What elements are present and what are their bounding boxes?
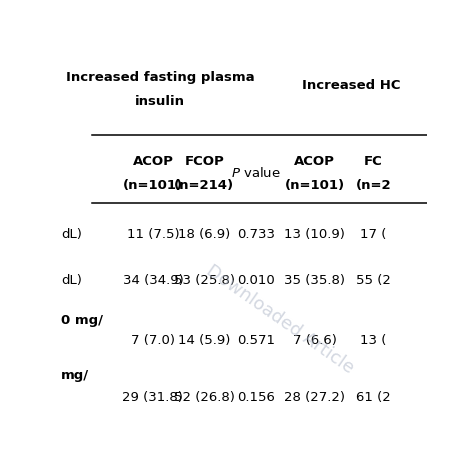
Text: mg/: mg/ [61,369,89,382]
Text: 35 (35.8): 35 (35.8) [284,274,345,287]
Text: 0.010: 0.010 [237,274,274,287]
Text: (n=214): (n=214) [174,179,235,192]
Text: ACOP: ACOP [294,155,335,168]
Text: (n=101): (n=101) [123,179,183,192]
Text: 55 (2: 55 (2 [356,274,391,287]
Text: 0 mg/: 0 mg/ [61,314,103,327]
Text: 13 (10.9): 13 (10.9) [284,228,345,241]
Text: insulin: insulin [135,95,185,108]
Text: $\it{P}$ value: $\it{P}$ value [231,166,281,181]
Text: dL): dL) [61,274,82,287]
Text: 53 (25.8): 53 (25.8) [174,274,235,287]
Text: (n=2: (n=2 [356,179,391,192]
Text: 0.571: 0.571 [237,334,275,347]
Text: ACOP: ACOP [133,155,173,168]
Text: 52 (26.8): 52 (26.8) [174,391,235,404]
Text: 11 (7.5): 11 (7.5) [127,228,179,241]
Text: 0.156: 0.156 [237,391,275,404]
Text: 0.733: 0.733 [237,228,275,241]
Text: dL): dL) [61,228,82,241]
Text: 34 (34.9): 34 (34.9) [123,274,183,287]
Text: 14 (5.9): 14 (5.9) [178,334,230,347]
Text: 18 (6.9): 18 (6.9) [178,228,230,241]
Text: Downloaded Article: Downloaded Article [202,262,357,377]
Text: 7 (7.0): 7 (7.0) [131,334,175,347]
Text: Increased HC: Increased HC [302,79,401,92]
Text: 17 (: 17 ( [360,228,386,241]
Text: FC: FC [364,155,383,168]
Text: Increased fasting plasma: Increased fasting plasma [66,72,255,84]
Text: FCOP: FCOP [184,155,224,168]
Text: 61 (2: 61 (2 [356,391,391,404]
Text: 13 (: 13 ( [360,334,386,347]
Text: 28 (27.2): 28 (27.2) [284,391,345,404]
Text: (n=101): (n=101) [284,179,345,192]
Text: 29 (31.8): 29 (31.8) [122,391,183,404]
Text: 7 (6.6): 7 (6.6) [292,334,337,347]
